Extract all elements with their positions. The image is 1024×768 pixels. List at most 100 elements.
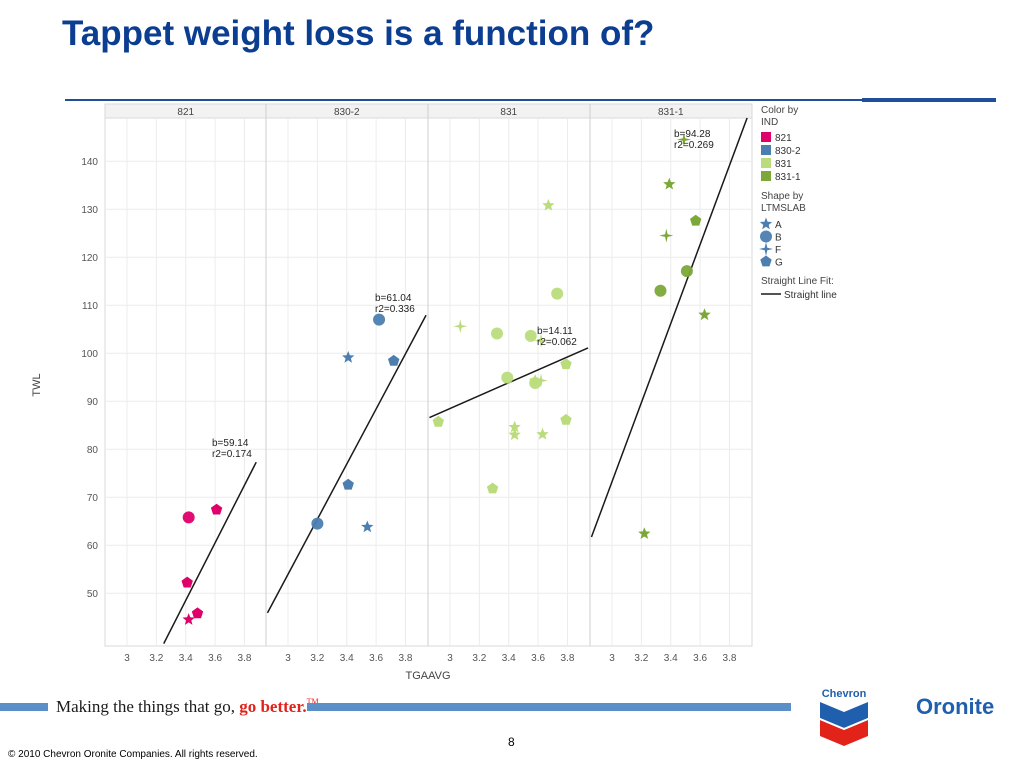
data-point [536,427,549,440]
data-point [508,420,521,433]
x-tick-label: 3.2 [310,653,324,664]
footer-bar-right [307,703,791,711]
fit-annotation: r2=0.269 [674,140,714,151]
y-tick-label: 140 [81,157,98,168]
data-point [560,358,572,370]
legend-color-swatch [761,158,771,168]
data-point [210,503,223,515]
y-tick-label: 90 [87,397,99,408]
tagline-accent: go better. [239,697,307,716]
data-point [551,287,564,300]
legend-color-label: 831-1 [775,172,801,183]
data-point [698,308,711,321]
fit-annotation: b=61.04 [375,293,412,304]
tagline: Making the things that go, go better.TM [56,697,319,717]
data-point [677,132,691,147]
legend-color-label: 821 [775,133,792,144]
legend-shape-label: G [775,258,783,269]
data-point [486,482,499,494]
title-divider-accent [862,98,996,102]
data-point [663,177,676,190]
data-point [534,373,548,388]
data-point [182,511,195,524]
legend-shape-label: B [775,233,782,244]
legend-shape-swatch [759,242,773,256]
x-tick-label: 3.8 [723,653,737,664]
fit-annotation: b=94.28 [674,129,711,140]
y-tick-label: 60 [87,541,99,552]
fit-annotation: b=14.11 [537,326,573,337]
x-tick-label: 3.6 [693,653,707,664]
legend-title: Straight Line Fit: [761,276,834,287]
legend-shape-label: F [775,245,781,256]
x-tick-label: 3.2 [472,653,486,664]
fit-line-821 [163,461,257,644]
x-axis-title: TGAAVG [405,670,450,682]
y-tick-label: 50 [87,589,99,600]
legend-color-swatch [761,145,771,155]
data-point [388,354,400,366]
data-point [638,527,651,539]
fit-annotation: r2=0.336 [375,304,415,315]
y-tick-label: 120 [81,253,98,264]
legend-color-swatch [761,171,771,181]
x-tick-label: 3 [447,653,453,664]
tagline-trademark: TM [306,697,319,706]
legend-shape-swatch [760,255,772,267]
x-tick-label: 3.4 [179,653,193,664]
title-divider [65,99,862,101]
x-tick-label: 3.6 [531,653,545,664]
y-tick-label: 130 [81,205,98,216]
legend-color-swatch [761,132,771,142]
x-tick-label: 3.4 [664,653,678,664]
data-point [432,415,444,427]
data-point [501,371,514,384]
x-tick-label: 3.2 [634,653,648,664]
chevron-logo: Chevron [820,688,868,746]
data-point [491,327,504,340]
data-point [191,607,204,619]
x-tick-label: 3.6 [369,653,383,664]
legend-title: LTMSLAB [761,203,806,214]
data-point [181,576,193,588]
x-tick-label: 3.6 [208,653,222,664]
legend-fit-label: Straight line [784,290,837,301]
data-point [373,313,386,326]
footer-bar-left [0,703,48,711]
x-tick-label: 3.4 [340,653,354,664]
panel-header-label: 831 [500,107,517,118]
copyright-notice: © 2010 Chevron Oronite Companies. All ri… [8,749,258,760]
y-tick-label: 70 [87,493,99,504]
data-point [453,319,468,334]
y-tick-label: 110 [82,301,98,312]
oronite-logo: Oronite [916,694,995,719]
x-tick-label: 3.2 [149,653,163,664]
y-axis-title: TWL [31,373,43,396]
data-point [534,333,548,348]
fit-line-831-1 [590,117,748,538]
data-point [342,351,355,363]
x-tick-label: 3 [124,653,130,664]
legend-shape-swatch [760,230,772,243]
data-point [560,413,572,425]
data-point [529,376,542,389]
panel-header-label: 831-1 [658,107,684,118]
data-point [680,265,693,278]
page-number: 8 [508,735,515,749]
legend-shape-swatch [759,217,773,230]
data-point [311,517,324,530]
data-point [690,214,702,226]
y-tick-label: 80 [87,445,99,456]
fit-annotation: r2=0.174 [212,449,252,460]
data-point [654,284,667,297]
panel-header-label: 830-2 [334,107,360,118]
fit-annotation: b=59.14 [212,438,249,449]
legend-shape-label: A [775,220,782,231]
data-point [508,428,521,441]
slide-title: Tappet weight loss is a function of? [62,14,655,53]
scatter-chart: 50 60 70 80 90 100 110 120 130 140 3 3.2 3.4 3.6 3.8 82… [31,103,837,682]
legend-color-label: 831 [775,159,792,170]
legend-color-label: 830-2 [775,146,801,157]
x-tick-label: 3.8 [238,653,252,664]
fit-annotation: r2=0.062 [537,337,577,348]
